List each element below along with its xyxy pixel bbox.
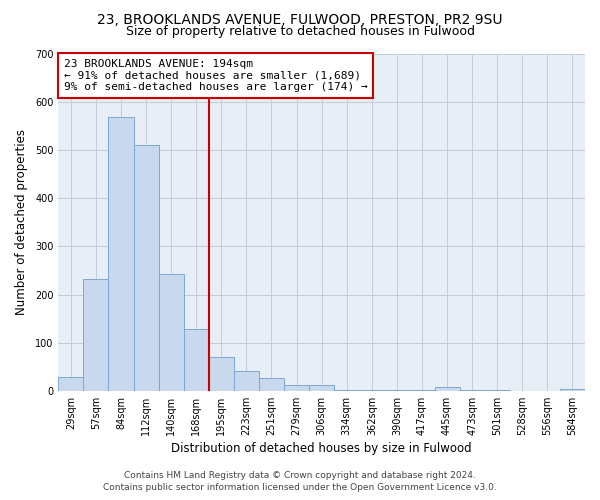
Bar bbox=[184, 329, 209, 391]
X-axis label: Distribution of detached houses by size in Fulwood: Distribution of detached houses by size … bbox=[172, 442, 472, 455]
Bar bbox=[259, 378, 284, 391]
Y-axis label: Number of detached properties: Number of detached properties bbox=[15, 130, 28, 316]
Text: 23 BROOKLANDS AVENUE: 194sqm
← 91% of detached houses are smaller (1,689)
9% of : 23 BROOKLANDS AVENUE: 194sqm ← 91% of de… bbox=[64, 59, 367, 92]
Bar bbox=[409, 390, 434, 391]
Bar bbox=[560, 389, 585, 391]
Bar bbox=[158, 274, 184, 391]
Bar bbox=[434, 387, 460, 391]
Bar bbox=[83, 279, 109, 391]
Bar bbox=[485, 390, 510, 391]
Bar bbox=[209, 357, 234, 391]
Bar bbox=[334, 390, 359, 391]
Bar bbox=[460, 390, 485, 391]
Bar bbox=[234, 370, 259, 391]
Bar bbox=[109, 116, 134, 391]
Bar bbox=[58, 378, 83, 391]
Text: Contains HM Land Registry data © Crown copyright and database right 2024.
Contai: Contains HM Land Registry data © Crown c… bbox=[103, 471, 497, 492]
Bar bbox=[284, 385, 309, 391]
Text: Size of property relative to detached houses in Fulwood: Size of property relative to detached ho… bbox=[125, 25, 475, 38]
Text: 23, BROOKLANDS AVENUE, FULWOOD, PRESTON, PR2 9SU: 23, BROOKLANDS AVENUE, FULWOOD, PRESTON,… bbox=[97, 12, 503, 26]
Bar bbox=[385, 390, 409, 391]
Bar bbox=[359, 390, 385, 391]
Bar bbox=[309, 385, 334, 391]
Bar bbox=[134, 146, 158, 391]
